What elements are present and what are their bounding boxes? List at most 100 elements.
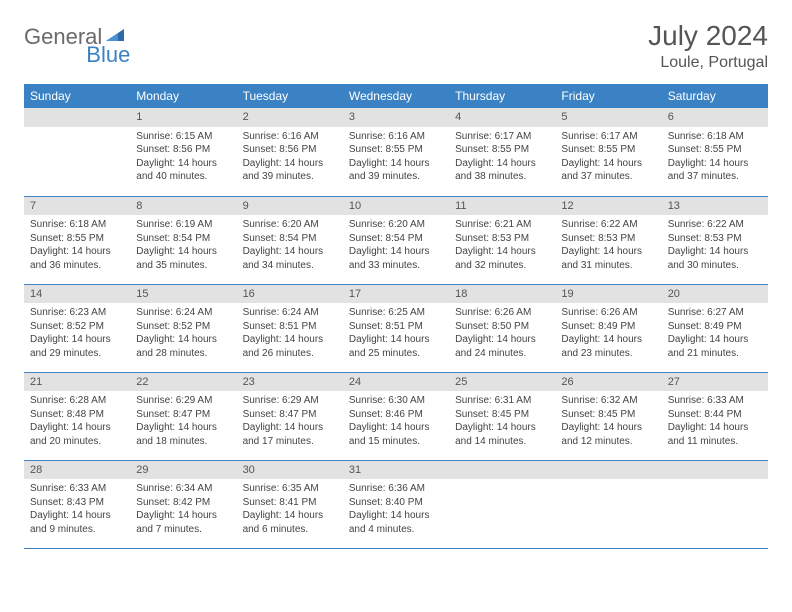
day-content: Sunrise: 6:27 AMSunset: 8:49 PMDaylight:… (662, 303, 768, 364)
weekday-header: Thursday (449, 84, 555, 108)
calendar-cell: 24Sunrise: 6:30 AMSunset: 8:46 PMDayligh… (343, 372, 449, 460)
calendar-cell: 13Sunrise: 6:22 AMSunset: 8:53 PMDayligh… (662, 196, 768, 284)
day-content: Sunrise: 6:28 AMSunset: 8:48 PMDaylight:… (24, 391, 130, 452)
calendar-cell: 27Sunrise: 6:33 AMSunset: 8:44 PMDayligh… (662, 372, 768, 460)
calendar-cell: 12Sunrise: 6:22 AMSunset: 8:53 PMDayligh… (555, 196, 661, 284)
day-content: Sunrise: 6:24 AMSunset: 8:51 PMDaylight:… (237, 303, 343, 364)
day-number: 9 (237, 197, 343, 216)
calendar-cell: 9Sunrise: 6:20 AMSunset: 8:54 PMDaylight… (237, 196, 343, 284)
day-number: 30 (237, 461, 343, 480)
location-label: Loule, Portugal (648, 54, 768, 72)
day-content: Sunrise: 6:33 AMSunset: 8:43 PMDaylight:… (24, 479, 130, 540)
day-number: 11 (449, 197, 555, 216)
day-number: 31 (343, 461, 449, 480)
day-number (24, 108, 130, 127)
day-content: Sunrise: 6:33 AMSunset: 8:44 PMDaylight:… (662, 391, 768, 452)
calendar-cell: 14Sunrise: 6:23 AMSunset: 8:52 PMDayligh… (24, 284, 130, 372)
day-number: 2 (237, 108, 343, 127)
day-number: 17 (343, 285, 449, 304)
weekday-header: Sunday (24, 84, 130, 108)
day-content: Sunrise: 6:17 AMSunset: 8:55 PMDaylight:… (449, 127, 555, 188)
day-content: Sunrise: 6:21 AMSunset: 8:53 PMDaylight:… (449, 215, 555, 276)
calendar-cell: 20Sunrise: 6:27 AMSunset: 8:49 PMDayligh… (662, 284, 768, 372)
month-title: July 2024 (648, 20, 768, 52)
weekday-header: Wednesday (343, 84, 449, 108)
day-number: 3 (343, 108, 449, 127)
day-number: 4 (449, 108, 555, 127)
day-number: 16 (237, 285, 343, 304)
weekday-header: Friday (555, 84, 661, 108)
day-content: Sunrise: 6:19 AMSunset: 8:54 PMDaylight:… (130, 215, 236, 276)
calendar-cell: 11Sunrise: 6:21 AMSunset: 8:53 PMDayligh… (449, 196, 555, 284)
calendar-row: 1Sunrise: 6:15 AMSunset: 8:56 PMDaylight… (24, 108, 768, 196)
day-number: 14 (24, 285, 130, 304)
day-number: 23 (237, 373, 343, 392)
day-number: 19 (555, 285, 661, 304)
day-content: Sunrise: 6:22 AMSunset: 8:53 PMDaylight:… (662, 215, 768, 276)
day-content: Sunrise: 6:36 AMSunset: 8:40 PMDaylight:… (343, 479, 449, 540)
day-content: Sunrise: 6:26 AMSunset: 8:49 PMDaylight:… (555, 303, 661, 364)
day-number: 25 (449, 373, 555, 392)
calendar-cell: 18Sunrise: 6:26 AMSunset: 8:50 PMDayligh… (449, 284, 555, 372)
calendar-table: SundayMondayTuesdayWednesdayThursdayFrid… (24, 84, 768, 549)
calendar-row: 21Sunrise: 6:28 AMSunset: 8:48 PMDayligh… (24, 372, 768, 460)
day-content: Sunrise: 6:35 AMSunset: 8:41 PMDaylight:… (237, 479, 343, 540)
day-content: Sunrise: 6:26 AMSunset: 8:50 PMDaylight:… (449, 303, 555, 364)
day-number: 20 (662, 285, 768, 304)
calendar-cell: 1Sunrise: 6:15 AMSunset: 8:56 PMDaylight… (130, 108, 236, 196)
logo: General Blue (24, 20, 174, 50)
day-number: 12 (555, 197, 661, 216)
day-content: Sunrise: 6:18 AMSunset: 8:55 PMDaylight:… (24, 215, 130, 276)
calendar-cell: 6Sunrise: 6:18 AMSunset: 8:55 PMDaylight… (662, 108, 768, 196)
day-content: Sunrise: 6:24 AMSunset: 8:52 PMDaylight:… (130, 303, 236, 364)
day-number: 29 (130, 461, 236, 480)
calendar-cell: 15Sunrise: 6:24 AMSunset: 8:52 PMDayligh… (130, 284, 236, 372)
calendar-body: 1Sunrise: 6:15 AMSunset: 8:56 PMDaylight… (24, 108, 768, 548)
day-content: Sunrise: 6:29 AMSunset: 8:47 PMDaylight:… (237, 391, 343, 452)
calendar-cell (662, 460, 768, 548)
calendar-cell (24, 108, 130, 196)
day-content: Sunrise: 6:20 AMSunset: 8:54 PMDaylight:… (237, 215, 343, 276)
calendar-cell: 16Sunrise: 6:24 AMSunset: 8:51 PMDayligh… (237, 284, 343, 372)
logo-text-blue: Blue (86, 42, 130, 68)
weekday-header-row: SundayMondayTuesdayWednesdayThursdayFrid… (24, 84, 768, 108)
title-block: July 2024 Loule, Portugal (648, 20, 768, 72)
day-number: 7 (24, 197, 130, 216)
day-number: 28 (24, 461, 130, 480)
day-number: 15 (130, 285, 236, 304)
calendar-cell: 2Sunrise: 6:16 AMSunset: 8:56 PMDaylight… (237, 108, 343, 196)
day-content: Sunrise: 6:18 AMSunset: 8:55 PMDaylight:… (662, 127, 768, 188)
calendar-cell: 28Sunrise: 6:33 AMSunset: 8:43 PMDayligh… (24, 460, 130, 548)
day-content: Sunrise: 6:16 AMSunset: 8:56 PMDaylight:… (237, 127, 343, 188)
day-content: Sunrise: 6:31 AMSunset: 8:45 PMDaylight:… (449, 391, 555, 452)
day-content: Sunrise: 6:34 AMSunset: 8:42 PMDaylight:… (130, 479, 236, 540)
day-number: 22 (130, 373, 236, 392)
day-number: 13 (662, 197, 768, 216)
calendar-cell: 7Sunrise: 6:18 AMSunset: 8:55 PMDaylight… (24, 196, 130, 284)
day-content: Sunrise: 6:30 AMSunset: 8:46 PMDaylight:… (343, 391, 449, 452)
day-content: Sunrise: 6:22 AMSunset: 8:53 PMDaylight:… (555, 215, 661, 276)
day-number: 6 (662, 108, 768, 127)
calendar-cell: 26Sunrise: 6:32 AMSunset: 8:45 PMDayligh… (555, 372, 661, 460)
day-content: Sunrise: 6:15 AMSunset: 8:56 PMDaylight:… (130, 127, 236, 188)
calendar-cell: 22Sunrise: 6:29 AMSunset: 8:47 PMDayligh… (130, 372, 236, 460)
calendar-cell: 10Sunrise: 6:20 AMSunset: 8:54 PMDayligh… (343, 196, 449, 284)
day-content: Sunrise: 6:29 AMSunset: 8:47 PMDaylight:… (130, 391, 236, 452)
calendar-row: 14Sunrise: 6:23 AMSunset: 8:52 PMDayligh… (24, 284, 768, 372)
calendar-row: 7Sunrise: 6:18 AMSunset: 8:55 PMDaylight… (24, 196, 768, 284)
calendar-row: 28Sunrise: 6:33 AMSunset: 8:43 PMDayligh… (24, 460, 768, 548)
calendar-cell: 4Sunrise: 6:17 AMSunset: 8:55 PMDaylight… (449, 108, 555, 196)
day-number (555, 461, 661, 480)
calendar-cell: 8Sunrise: 6:19 AMSunset: 8:54 PMDaylight… (130, 196, 236, 284)
day-number: 27 (662, 373, 768, 392)
calendar-cell: 30Sunrise: 6:35 AMSunset: 8:41 PMDayligh… (237, 460, 343, 548)
day-content: Sunrise: 6:16 AMSunset: 8:55 PMDaylight:… (343, 127, 449, 188)
calendar-cell: 23Sunrise: 6:29 AMSunset: 8:47 PMDayligh… (237, 372, 343, 460)
day-content: Sunrise: 6:23 AMSunset: 8:52 PMDaylight:… (24, 303, 130, 364)
day-number (662, 461, 768, 480)
page-header: General Blue July 2024 Loule, Portugal (24, 20, 768, 72)
day-number: 26 (555, 373, 661, 392)
day-number: 1 (130, 108, 236, 127)
calendar-cell: 19Sunrise: 6:26 AMSunset: 8:49 PMDayligh… (555, 284, 661, 372)
calendar-cell: 17Sunrise: 6:25 AMSunset: 8:51 PMDayligh… (343, 284, 449, 372)
